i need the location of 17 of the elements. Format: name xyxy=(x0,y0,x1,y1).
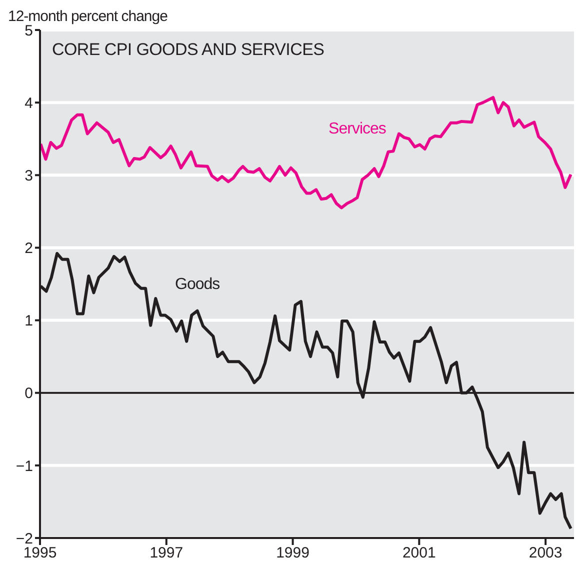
y-tick-label: 3 xyxy=(24,167,33,184)
y-tick-label: −2 xyxy=(16,530,33,548)
y-tick-label: 4 xyxy=(24,94,33,112)
y-axis-title: 12-month percent change xyxy=(8,8,168,25)
text: CORE CPI GOODS AND SERVICES xyxy=(52,40,324,60)
x-tick-label: 2001 xyxy=(402,544,436,562)
y-tick-label: −1 xyxy=(16,458,33,475)
series-label: Goods xyxy=(175,276,220,293)
y-tick-label: 0 xyxy=(24,385,33,402)
y-tick-label: 1 xyxy=(24,312,33,330)
series-label: Services xyxy=(328,120,386,138)
x-tick-label: 2003 xyxy=(528,544,562,562)
y-tick-label: 5 xyxy=(24,22,33,40)
y-tick-label: 2 xyxy=(24,240,33,258)
x-tick-label: 1997 xyxy=(150,544,184,562)
x-tick-label: 1999 xyxy=(276,544,310,562)
x-tick-label: 1995 xyxy=(23,544,57,562)
